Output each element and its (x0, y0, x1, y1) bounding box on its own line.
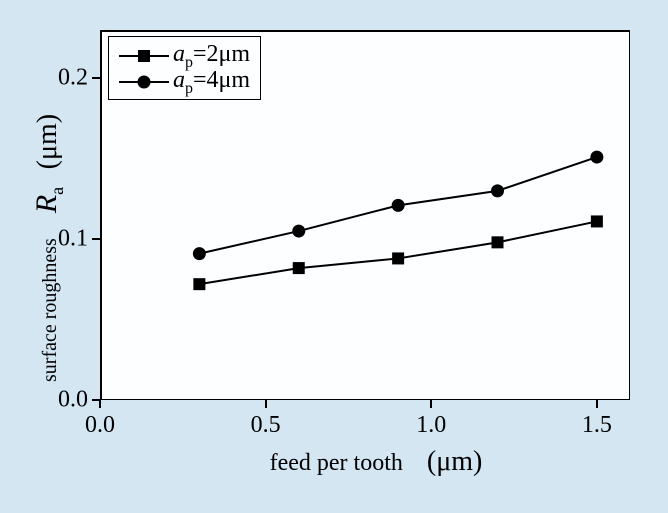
x-axis-title-text: feed per tooth (270, 450, 403, 476)
x-tick-label: 0.0 (85, 412, 115, 439)
x-tick-label: 1.5 (582, 412, 612, 439)
y-axis-title-text: surface roughness (39, 238, 61, 382)
marker-ap4 (590, 151, 603, 164)
axis-line-left (100, 30, 102, 400)
x-tick (430, 400, 432, 408)
legend-item-ap4: ap=4μm (119, 69, 250, 95)
marker-ap2 (293, 262, 305, 274)
y-tick (92, 77, 100, 79)
y-tick-label: 0.1 (44, 226, 88, 253)
marker-ap2 (193, 278, 205, 290)
y-tick (92, 238, 100, 240)
legend: ap=2μmap=4μm (108, 36, 261, 100)
y-axis-title-unit: (μm) (32, 113, 63, 168)
y-tick (92, 399, 100, 401)
x-tick-label: 1.0 (416, 412, 446, 439)
y-axis-symbol: Ra (30, 179, 63, 213)
marker-ap4 (292, 225, 305, 238)
y-tick-label: 0.2 (44, 65, 88, 92)
axis-line-top (100, 30, 630, 32)
marker-ap4 (491, 184, 504, 197)
circle-marker-icon (138, 76, 151, 89)
legend-line-icon (119, 81, 169, 83)
x-axis-title-unit: (μm) (427, 446, 482, 477)
square-marker-icon (138, 50, 150, 62)
axis-line-right (629, 30, 631, 400)
marker-ap4 (193, 247, 206, 260)
marker-ap2 (492, 236, 504, 248)
marker-ap2 (591, 215, 603, 227)
legend-item-ap2: ap=2μm (119, 43, 250, 69)
legend-line-icon (119, 55, 169, 57)
legend-label: ap=4μm (173, 67, 250, 98)
x-axis-title: feed per tooth (μm) (270, 446, 483, 478)
marker-ap2 (392, 252, 404, 264)
marker-ap4 (392, 199, 405, 212)
y-tick-label: 0.0 (44, 387, 88, 414)
page-root: ap=2μmap=4μm feed per tooth (μm) surface… (0, 0, 668, 513)
x-tick (265, 400, 267, 408)
x-tick (99, 400, 101, 408)
x-tick (596, 400, 598, 408)
x-tick-label: 0.5 (251, 412, 281, 439)
axis-line-bottom (100, 399, 630, 401)
